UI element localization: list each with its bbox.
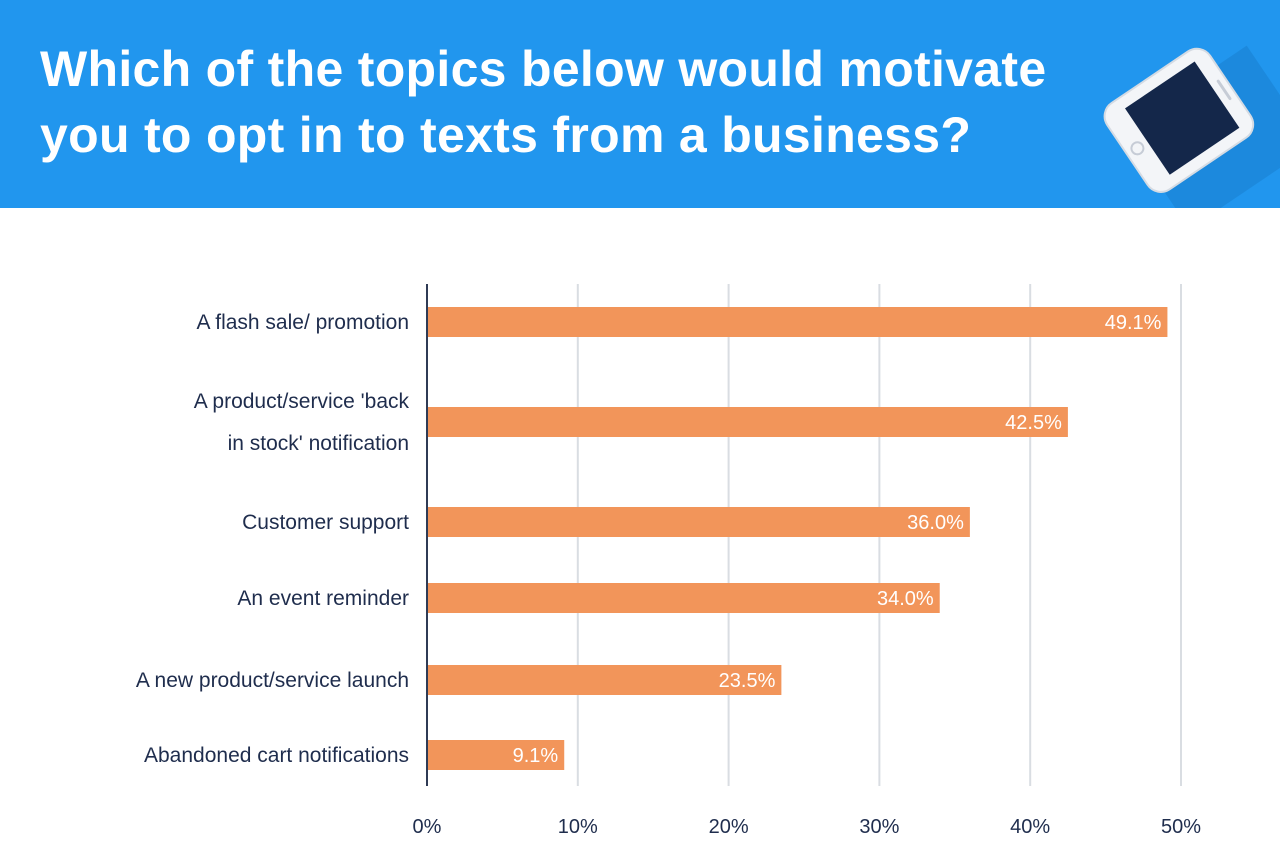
category-label: Customer support: [242, 511, 409, 534]
category-label: Abandoned cart notifications: [144, 744, 409, 767]
category-label: An event reminder: [237, 587, 409, 610]
x-tick-label: 30%: [859, 816, 899, 838]
bar-value-label: 36.0%: [907, 512, 964, 534]
bar-value-label: 34.0%: [877, 588, 934, 610]
smartphone-icon: [1080, 40, 1280, 208]
x-tick-label: 50%: [1161, 816, 1201, 838]
bar: [427, 740, 565, 770]
bar-value-label: 49.1%: [1105, 312, 1162, 334]
category-label: A product/service 'back: [194, 390, 410, 413]
bar: [427, 665, 782, 695]
category-label: in stock' notification: [228, 432, 409, 455]
bar-value-label: 42.5%: [1005, 412, 1062, 434]
bar-chart-svg: 0% 10% 20% 30% 40% 50% 49.1% A flash sale/ prom…: [136, 284, 1201, 838]
x-tick-label: 40%: [1010, 816, 1050, 838]
bar-value-label: 9.1%: [513, 745, 559, 767]
x-tick-label: 20%: [709, 816, 749, 838]
bar: [427, 507, 970, 537]
category-label: A flash sale/ promotion: [197, 311, 409, 334]
x-tick-label: 10%: [558, 816, 598, 838]
x-tick-label: 0%: [413, 816, 442, 838]
bar: [427, 307, 1168, 337]
bar-chart: 0% 10% 20% 30% 40% 50% 49.1% A flash sale/ prom…: [0, 208, 1280, 862]
bar: [427, 583, 940, 613]
category-label: A new product/service launch: [136, 669, 409, 692]
chart-header: Which of the topics below would motivate…: [0, 0, 1280, 208]
bar-value-label: 23.5%: [719, 670, 776, 692]
chart-title: Which of the topics below would motivate…: [40, 41, 1047, 163]
bar: [427, 407, 1068, 437]
